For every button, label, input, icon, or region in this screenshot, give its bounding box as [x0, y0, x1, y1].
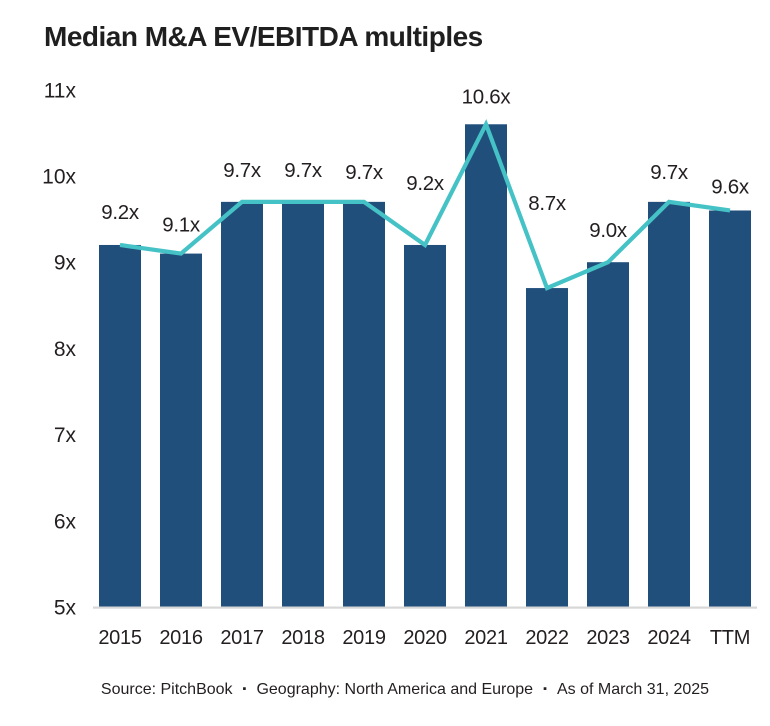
y-axis-label: 11x: [44, 79, 77, 102]
bar-2018: [282, 201, 324, 607]
bar-value-label: 9.2x: [406, 172, 445, 195]
x-axis-label: 2023: [586, 627, 629, 649]
bar-ttm: [709, 210, 751, 607]
x-axis-label: 2024: [647, 627, 690, 649]
bar-value-label: 9.0x: [589, 219, 628, 242]
bar-value-label: 9.7x: [650, 161, 689, 184]
bar-value-label: 9.7x: [284, 159, 323, 182]
bullet-separator: ▪: [543, 683, 547, 695]
bar-value-label: 9.7x: [345, 161, 384, 184]
bar-2022: [526, 288, 568, 607]
geography-text: Geography: North America and Europe: [256, 681, 534, 698]
y-axis-label: 6x: [54, 510, 77, 533]
x-axis-label: 2020: [403, 627, 446, 649]
x-axis-label: 2016: [159, 627, 202, 649]
bar-2015: [99, 244, 141, 607]
bar-2020: [404, 244, 446, 607]
x-axis-label: 2017: [220, 627, 263, 649]
bullet-separator: ▪: [242, 683, 247, 695]
chart-title: Median M&A EV/EBITDA multiples: [44, 21, 483, 52]
x-axis-label: 2015: [98, 627, 141, 649]
source-footer: Source: PitchBook ▪ Geography: North Ameri…: [40, 678, 770, 701]
y-axis-label: 8x: [54, 338, 77, 361]
bar-2019: [343, 201, 385, 607]
trend-line: [119, 119, 731, 291]
bar-value-label: 9.7x: [223, 159, 262, 182]
x-axis-label: 2019: [342, 627, 385, 649]
bar-value-label: 10.6x: [462, 85, 512, 108]
bar-2016: [160, 253, 202, 607]
y-axis-label: 10x: [42, 166, 76, 189]
bar-2024: [648, 201, 690, 607]
bar-value-label: 8.7x: [528, 192, 567, 215]
bar-value-label: 9.6x: [711, 175, 750, 198]
x-axis-label: 2021: [464, 627, 507, 649]
y-axis-label: 7x: [54, 424, 77, 447]
bar-value-label: 9.2x: [101, 201, 140, 224]
source-text: Source: PitchBook: [100, 681, 233, 698]
bar-value-label: 9.1x: [162, 214, 201, 237]
bar-2023: [587, 262, 629, 607]
x-axis-label: 2022: [525, 627, 568, 649]
bar-2017: [221, 201, 263, 607]
as-of-date-text: As of March 31, 2025: [556, 681, 710, 698]
bar-2021: [465, 124, 507, 607]
x-axis-label: TTM: [710, 627, 750, 649]
x-axis-line: [93, 606, 757, 609]
y-axis-label: 5x: [54, 597, 77, 620]
x-axis-label: 2018: [281, 627, 324, 649]
y-axis-label: 9x: [54, 252, 77, 275]
